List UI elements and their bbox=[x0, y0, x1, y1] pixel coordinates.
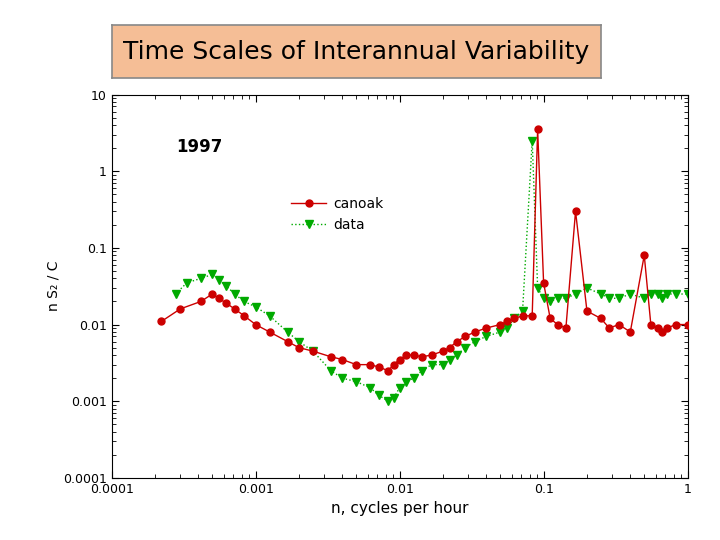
Y-axis label: n S₂ / C: n S₂ / C bbox=[46, 261, 60, 312]
X-axis label: n, cycles per hour: n, cycles per hour bbox=[331, 501, 468, 516]
Legend: canoak, data: canoak, data bbox=[292, 197, 383, 232]
Text: Time Scales of Interannual Variability: Time Scales of Interannual Variability bbox=[123, 40, 590, 64]
Text: 1997: 1997 bbox=[176, 138, 222, 156]
